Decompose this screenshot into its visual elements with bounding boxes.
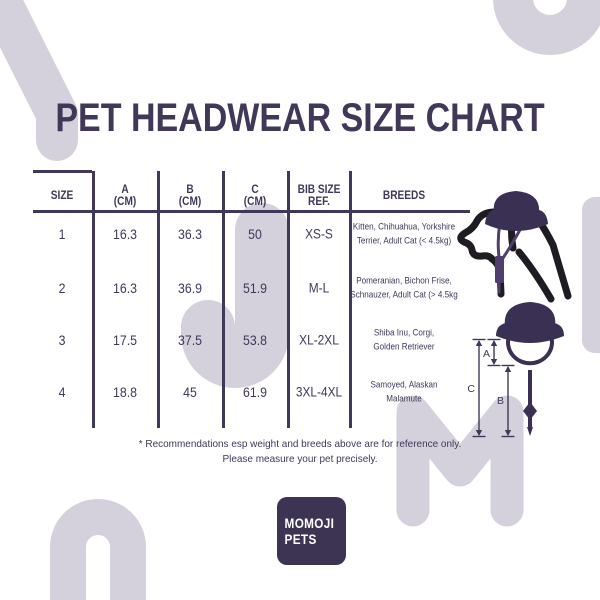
table-row-2-size: 2	[58, 280, 66, 296]
table-row-1-breeds-line1: Kitten, Chihuahua, Yorkshire	[352, 221, 456, 232]
table-row-2-bib: M-L	[308, 280, 330, 296]
column-header-b-letter: B	[186, 184, 194, 196]
dog-bucket-hat-crown	[493, 191, 540, 213]
table-divider-2	[157, 171, 160, 428]
column-header-bib-size: BIB SIZE REF.	[298, 184, 341, 208]
table-row-3-size: 3	[58, 332, 66, 348]
column-header-a-letter: A	[121, 184, 129, 196]
dog-bucket-hat-brim	[485, 210, 548, 231]
table-row-1-size: 1	[58, 226, 66, 242]
watermark-letter-o-bottom-left	[50, 499, 146, 600]
watermark-letter-u-top-right	[493, 0, 600, 55]
table-row-3-a: 17.5	[113, 332, 137, 348]
measure-hat-crown	[504, 302, 556, 327]
logo-line2: PETS	[284, 531, 317, 547]
table-row-4-b: 45	[183, 384, 197, 400]
column-header-b: B (CM)	[179, 184, 201, 208]
momoji-pets-logo-text: MOMOJI PETS	[277, 515, 334, 547]
table-header-rule	[33, 210, 470, 213]
measure-strap-bead	[523, 402, 537, 420]
measure-strap-loop	[506, 335, 554, 366]
table-row-2-breeds-line2: Schnauzer, Adult Cat (> 4.5kg	[350, 289, 458, 299]
table-row-1-c: 50	[248, 226, 262, 242]
measure-label-b: B	[497, 395, 504, 407]
measure-strap-tip	[527, 427, 533, 436]
watermark-bar-right-edge	[582, 197, 600, 353]
dog-face-outline	[457, 208, 505, 298]
measure-hat-brim	[496, 323, 564, 343]
table-divider-4	[287, 171, 290, 428]
footnote-line1: * Recommendations esp weight and breeds …	[138, 438, 462, 450]
measure-label-c: C	[467, 383, 475, 395]
watermark-letter-j-middle	[181, 203, 289, 388]
table-row-3-c: 53.8	[243, 332, 267, 348]
dog-in-hat-illustration	[457, 191, 572, 303]
table-row-1-breeds-line2: Terrier, Adult Cat (< 4.5kg)	[356, 235, 452, 245]
column-header-bib-line2: REF.	[308, 196, 330, 208]
table-row-2-c: 51.9	[243, 280, 267, 296]
column-header-c-letter: C	[251, 184, 259, 196]
table-row-2-breeds-line1: Pomeranian, Bichon Frise,	[356, 275, 452, 286]
table-row-4-bib: 3XL-4XL	[295, 384, 343, 400]
column-header-c-unit: (CM)	[243, 196, 267, 208]
column-header-breeds: BREEDS	[382, 190, 426, 202]
column-header-b-unit: (CM)	[178, 196, 202, 208]
table-row-3-bib: XL-2XL	[299, 332, 339, 348]
table-row-3-breeds: Shiba Inu, Corgi, Golden Retriever	[373, 327, 434, 354]
arrow-c-head-down	[475, 430, 483, 436]
table-row-1-b: 36.3	[178, 226, 202, 242]
watermark-letter-m-bottom-right	[396, 395, 524, 527]
table-row-2-a: 16.3	[113, 280, 137, 296]
table-row-1-a: 16.3	[113, 226, 137, 242]
table-divider-5	[349, 171, 352, 428]
table-row-4-size: 4	[58, 384, 66, 400]
arrow-a-head-down	[490, 359, 498, 365]
table-row-2-b: 36.9	[178, 280, 202, 296]
dog-chin-strap-right	[501, 226, 523, 260]
table-divider-1	[92, 171, 95, 428]
arrow-a-head-up	[490, 340, 498, 346]
arrow-b-head-down	[504, 430, 512, 436]
table-row-4-c: 61.9	[243, 384, 267, 400]
table-divider-3	[222, 171, 225, 428]
column-header-a-unit: (CM)	[113, 196, 137, 208]
arrow-b-head-up	[504, 366, 512, 372]
table-top-rule	[33, 170, 92, 173]
column-header-a: A (CM)	[114, 184, 136, 208]
table-row-2-breeds: Pomeranian, Bichon Frise, Schnauzer, Adu…	[350, 275, 457, 302]
table-row-3-breeds-line2: Golden Retriever	[373, 341, 435, 351]
page-title: PET HEADWEAR SIZE CHART	[55, 96, 545, 140]
column-header-size: SIZE	[50, 190, 74, 202]
column-header-c: C (CM)	[244, 184, 266, 208]
measure-label-a: A	[483, 348, 490, 360]
footnote: * Recommendations esp weight and breeds …	[15, 437, 585, 467]
dog-inner-neck-line	[515, 248, 555, 303]
table-row-1-breeds: Kitten, Chihuahua, Yorkshire Terrier, Ad…	[353, 221, 455, 248]
logo-line1: MOMOJI	[284, 515, 335, 531]
table-row-4-breeds-line1: Samoyed, Alaskan	[370, 379, 438, 390]
momoji-pets-logo: MOMOJI PETS	[277, 497, 346, 565]
measurement-diagram: A C B	[467, 302, 564, 438]
table-row-4-breeds-line2: Malamute	[386, 393, 422, 403]
column-header-bib-line1: BIB SIZE	[297, 184, 341, 196]
table-row-1-bib: XS-S	[305, 226, 333, 242]
footnote-line2: Please measure your pet precisely.	[222, 453, 378, 465]
watermark-letter-m-top-left	[0, 0, 78, 161]
table-row-4-breeds: Samoyed, Alaskan Malamute	[370, 379, 437, 406]
table-row-3-breeds-line1: Shiba Inu, Corgi,	[373, 327, 435, 338]
table-row-4-a: 18.8	[113, 384, 137, 400]
table-row-3-b: 37.5	[178, 332, 202, 348]
dog-strap-buckle	[495, 256, 504, 283]
arrow-c-head-up	[475, 340, 483, 346]
